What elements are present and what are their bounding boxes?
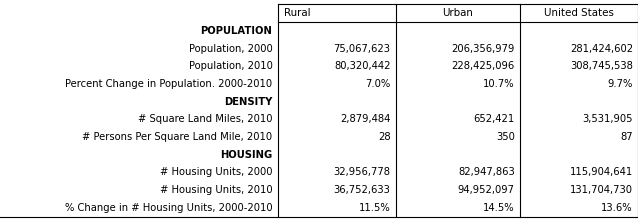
- Text: 82,947,863: 82,947,863: [458, 167, 515, 177]
- Text: # Housing Units, 2010: # Housing Units, 2010: [160, 185, 272, 195]
- Text: 32,956,778: 32,956,778: [334, 167, 390, 177]
- Text: 10.7%: 10.7%: [483, 79, 515, 89]
- Text: 80,320,442: 80,320,442: [334, 61, 390, 71]
- Text: # Persons Per Square Land Mile, 2010: # Persons Per Square Land Mile, 2010: [82, 132, 272, 142]
- Text: 2,879,484: 2,879,484: [340, 114, 390, 124]
- Text: 308,745,538: 308,745,538: [570, 61, 633, 71]
- Text: 13.6%: 13.6%: [601, 203, 633, 213]
- Text: % Change in # Housing Units, 2000-2010: % Change in # Housing Units, 2000-2010: [65, 203, 272, 213]
- Text: Population, 2000: Population, 2000: [189, 44, 272, 54]
- Text: 281,424,602: 281,424,602: [570, 44, 633, 54]
- Text: # Housing Units, 2000: # Housing Units, 2000: [160, 167, 272, 177]
- Text: Percent Change in Population. 2000-2010: Percent Change in Population. 2000-2010: [65, 79, 272, 89]
- Text: POPULATION: POPULATION: [200, 26, 272, 36]
- Text: Population, 2010: Population, 2010: [189, 61, 272, 71]
- Text: HOUSING: HOUSING: [220, 150, 272, 160]
- Text: 14.5%: 14.5%: [483, 203, 515, 213]
- Text: 131,704,730: 131,704,730: [570, 185, 633, 195]
- Text: 94,952,097: 94,952,097: [458, 185, 515, 195]
- Text: 652,421: 652,421: [473, 114, 515, 124]
- Text: 3,531,905: 3,531,905: [582, 114, 633, 124]
- Text: 36,752,633: 36,752,633: [334, 185, 390, 195]
- Text: 9.7%: 9.7%: [607, 79, 633, 89]
- Text: 7.0%: 7.0%: [365, 79, 390, 89]
- Text: Urban: Urban: [442, 8, 473, 18]
- Text: Rural: Rural: [284, 8, 311, 18]
- Text: 28: 28: [378, 132, 390, 142]
- Text: 115,904,641: 115,904,641: [570, 167, 633, 177]
- Text: 75,067,623: 75,067,623: [334, 44, 390, 54]
- Text: 228,425,096: 228,425,096: [452, 61, 515, 71]
- Text: 87: 87: [620, 132, 633, 142]
- Text: 206,356,979: 206,356,979: [452, 44, 515, 54]
- Text: 350: 350: [496, 132, 515, 142]
- Text: 11.5%: 11.5%: [359, 203, 390, 213]
- Text: DENSITY: DENSITY: [224, 97, 272, 107]
- Text: # Square Land Miles, 2010: # Square Land Miles, 2010: [138, 114, 272, 124]
- Text: United States: United States: [544, 8, 614, 18]
